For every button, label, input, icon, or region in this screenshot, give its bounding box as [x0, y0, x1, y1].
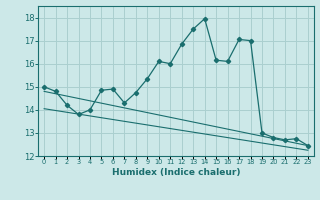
X-axis label: Humidex (Indice chaleur): Humidex (Indice chaleur) [112, 168, 240, 177]
